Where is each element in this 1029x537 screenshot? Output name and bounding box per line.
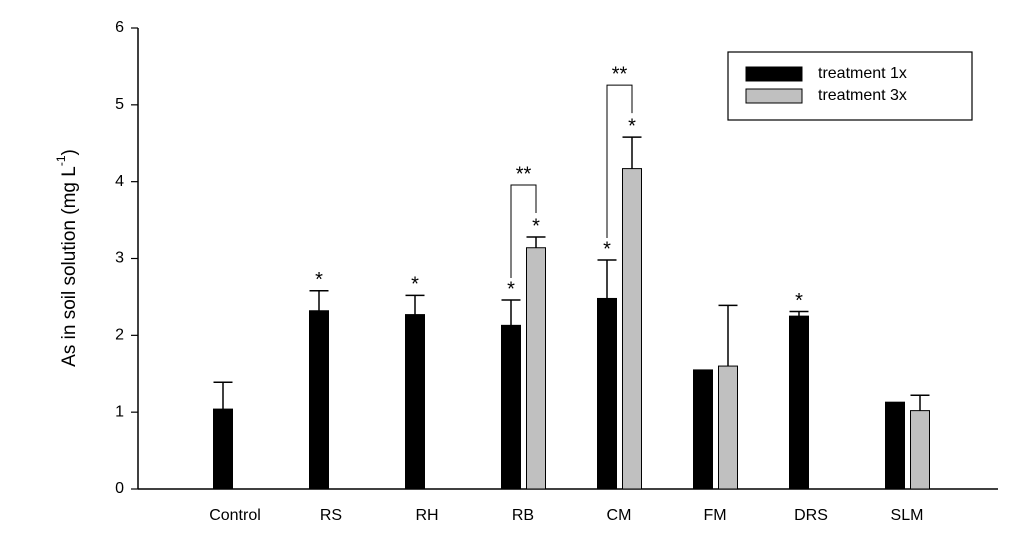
legend-swatch	[745, 66, 803, 82]
y-label-sup: -1	[54, 155, 68, 166]
significance-label: *	[532, 215, 540, 237]
y-tick-label: 1	[115, 403, 124, 420]
legend-label: treatment 1x	[818, 65, 907, 82]
significance-label: *	[315, 269, 323, 291]
bar	[501, 324, 521, 490]
x-tick-label: DRS	[794, 507, 828, 524]
bar	[910, 410, 930, 490]
bar	[693, 369, 713, 490]
x-tick-label: RS	[320, 507, 342, 524]
comparison-bracket	[606, 84, 633, 239]
bar	[309, 310, 329, 490]
y-tick-label: 5	[115, 96, 124, 113]
legend-swatch	[745, 88, 803, 104]
comparison-label: **	[516, 163, 532, 185]
y-tick-label: 6	[115, 19, 124, 36]
x-tick-label: Control	[209, 507, 261, 524]
comparison-label: **	[612, 63, 628, 85]
x-tick-label: SLM	[891, 507, 924, 524]
y-label-end: )	[59, 149, 80, 155]
bar	[718, 365, 738, 490]
y-axis-label: As in soil solution (mg L-1)	[54, 149, 80, 367]
y-tick-label: 4	[115, 173, 124, 190]
significance-label: *	[411, 274, 419, 296]
x-tick-label: FM	[703, 507, 726, 524]
legend-label: treatment 3x	[818, 87, 907, 104]
bar	[213, 408, 233, 490]
bar	[597, 297, 617, 490]
y-tick-label: 3	[115, 250, 124, 267]
bar	[885, 401, 905, 490]
y-tick-label: 2	[115, 327, 124, 344]
x-tick-label: RB	[512, 507, 534, 524]
bar	[405, 314, 425, 490]
significance-label: *	[507, 278, 515, 300]
significance-label: *	[628, 115, 636, 137]
y-tick-label: 0	[115, 480, 124, 497]
bar	[622, 168, 642, 490]
legend	[727, 51, 973, 121]
x-tick-label: CM	[607, 507, 632, 524]
bar	[526, 247, 546, 490]
significance-label: *	[795, 290, 803, 312]
y-label-text: As in soil solution (mg L	[59, 166, 80, 367]
x-tick-label: RH	[415, 507, 438, 524]
comparison-bracket	[510, 184, 537, 278]
bar	[789, 315, 809, 490]
significance-label: *	[603, 238, 611, 260]
